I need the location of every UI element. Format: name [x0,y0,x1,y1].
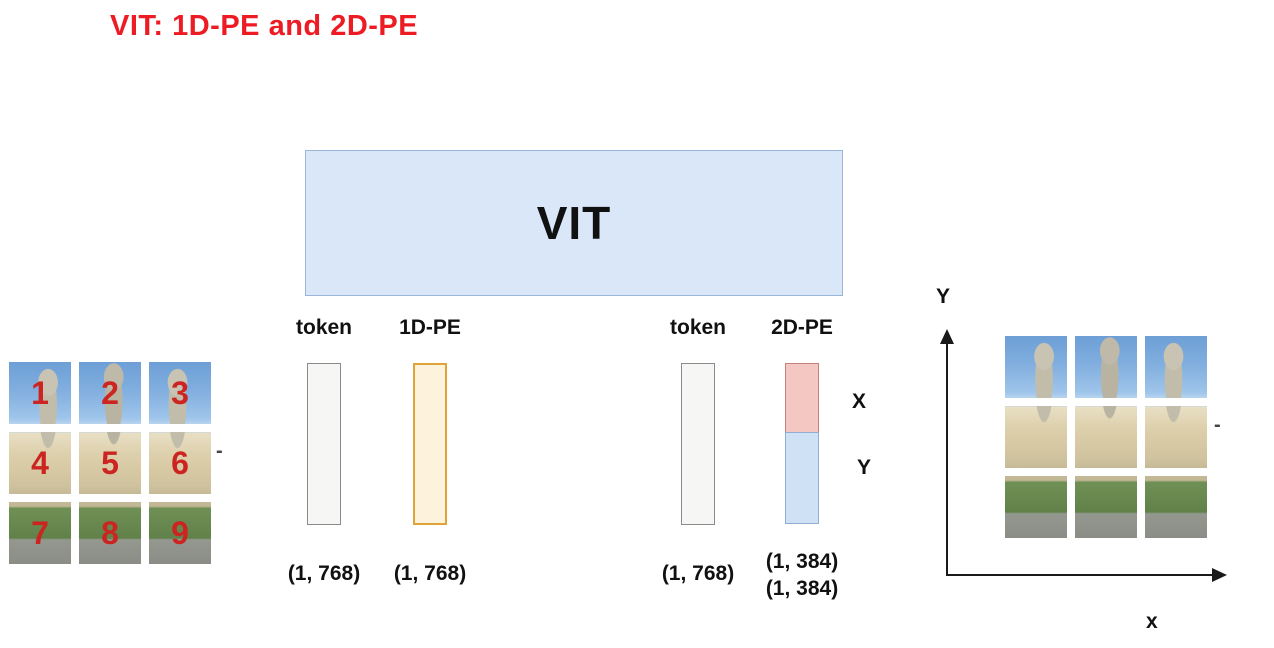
image-patch: 3 [149,362,211,424]
image-patch [1005,406,1067,468]
patch-number: 3 [171,374,189,411]
image-patch: 2 [79,362,141,424]
pe2d-label: 2D-PE [771,316,833,339]
image-patch [1075,406,1137,468]
patch-number: 4 [31,444,49,481]
image-patch [1005,336,1067,398]
image-patch [1145,476,1207,538]
patch-number: 9 [171,514,189,551]
pe1d-dim: (1, 768) [393,562,467,585]
image-patch [1145,406,1207,468]
pe2d-y-half [785,432,819,524]
pe1d-bar [413,363,447,525]
pe2d-bar [785,363,819,524]
token2-dim: (1, 768) [661,562,735,585]
token1-dim: (1, 768) [287,562,361,585]
vit-box: VIT [305,150,843,296]
patch-number: 2 [101,374,119,411]
token1-label: token [295,316,353,339]
image-patch: 6 [149,432,211,494]
token1-bar [307,363,341,525]
y-axis-arrowhead-icon [940,329,954,344]
image-patch [1145,336,1207,398]
vit-label: VIT [536,197,612,249]
slide-title: VIT: 1D-PE and 2D-PE [110,10,419,42]
dash-mark-left: - [216,440,223,462]
image-patch [1075,336,1137,398]
token2-bar [681,363,715,525]
patch-number: 6 [171,444,189,481]
image-patch: 8 [79,502,141,564]
plain-patch-grid [1005,336,1207,538]
axis-x-label: x [1146,610,1158,633]
x-axis-arrowhead-icon [1212,568,1227,582]
image-patch: 1 [9,362,71,424]
patch-number: 5 [101,444,119,481]
image-patch [1005,476,1067,538]
pe2d-dim-y: (1, 384) [765,577,839,600]
pe2d-x-label: X [852,390,867,413]
image-patch [1075,476,1137,538]
patch-number: 8 [101,514,119,551]
numbered-patch-grid: 1 2 3 4 5 6 7 8 9 [9,362,211,564]
image-patch: 4 [9,432,71,494]
axis-y-label: Y [936,285,951,308]
image-patch: 5 [79,432,141,494]
token2-label: token [669,316,727,339]
dash-mark-right: - [1214,414,1221,436]
xy-axes [940,329,1227,582]
pe2d-x-half [785,363,819,433]
pe2d-dim-x: (1, 384) [765,550,839,573]
patch-number: 1 [31,374,49,411]
image-patch: 7 [9,502,71,564]
patch-number: 7 [31,514,49,551]
pe2d-y-label: Y [857,456,872,479]
pe1d-label: 1D-PE [399,316,461,339]
image-patch: 9 [149,502,211,564]
